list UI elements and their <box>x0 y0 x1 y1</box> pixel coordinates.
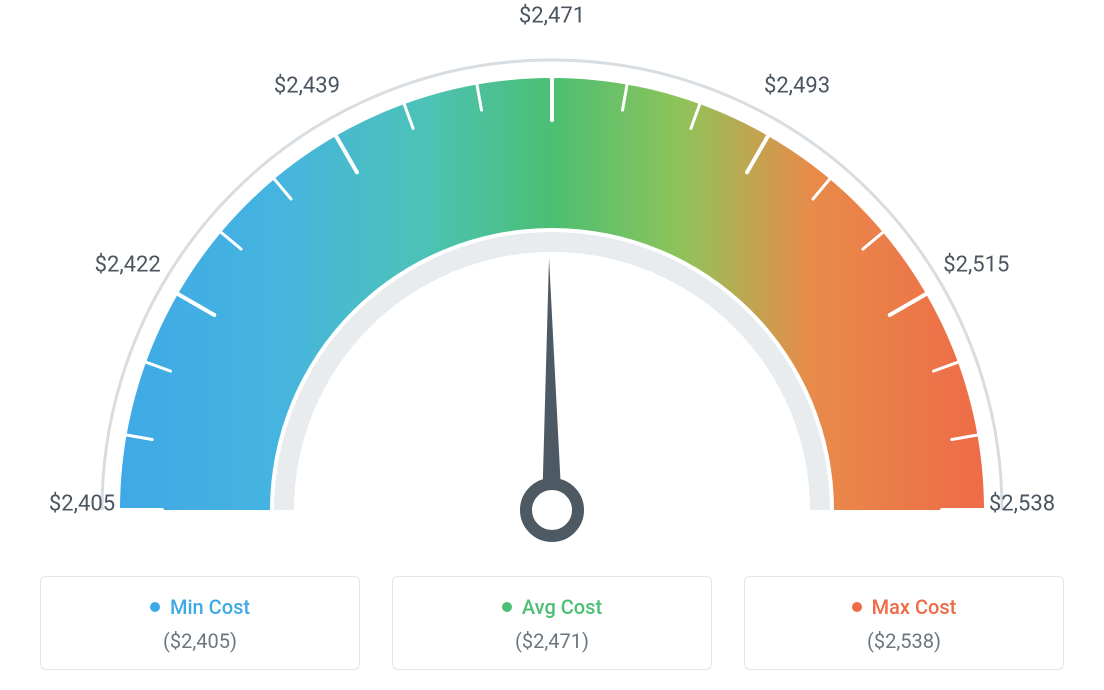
gauge-chart: $2,405 $2,422 $2,439 $2,471 $2,493 $2,515 $2,5… <box>0 0 1104 560</box>
legend-card-avg: Avg Cost ($2,471) <box>392 576 712 670</box>
gauge-tick-label: $2,493 <box>764 73 830 98</box>
gauge-tick-label: $2,471 <box>519 4 585 29</box>
legend-card-min: Min Cost ($2,405) <box>40 576 360 670</box>
legend-title-text: Max Cost <box>872 595 957 619</box>
legend-title-min: Min Cost <box>150 595 250 619</box>
gauge-tick-label: $2,405 <box>49 492 115 517</box>
legend-value-avg: ($2,471) <box>413 629 691 653</box>
legend-dot-icon <box>150 602 160 612</box>
legend-value-min: ($2,405) <box>61 629 339 653</box>
legend-card-max: Max Cost ($2,538) <box>744 576 1064 670</box>
gauge-tick-label: $2,538 <box>989 492 1055 517</box>
legend-title-max: Max Cost <box>852 595 957 619</box>
gauge-tick-label: $2,515 <box>943 252 1009 277</box>
gauge-svg <box>0 0 1104 560</box>
legend-row: Min Cost ($2,405) Avg Cost ($2,471) Max Cost… <box>0 576 1104 670</box>
legend-title-text: Avg Cost <box>522 595 602 619</box>
legend-value-max: ($2,538) <box>765 629 1043 653</box>
legend-title-text: Min Cost <box>170 595 250 619</box>
legend-dot-icon <box>852 602 862 612</box>
legend-title-avg: Avg Cost <box>502 595 602 619</box>
gauge-tick-label: $2,439 <box>274 73 340 98</box>
legend-dot-icon <box>502 602 512 612</box>
gauge-tick-label: $2,422 <box>95 252 161 277</box>
